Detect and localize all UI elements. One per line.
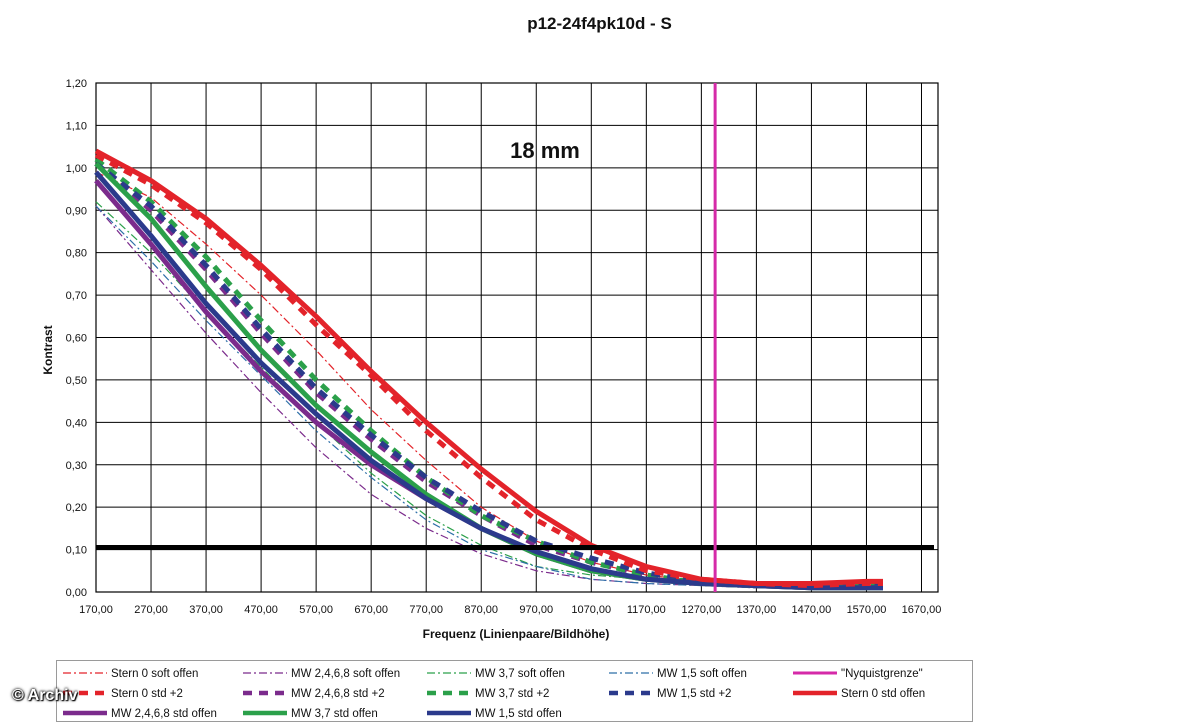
y-tick-label: 0,50 xyxy=(66,375,87,387)
x-tick-label: 970,00 xyxy=(519,604,553,616)
x-tick-label: 770,00 xyxy=(409,604,443,616)
y-tick-label: 0,40 xyxy=(66,417,87,429)
legend-label: Stern 0 std offen xyxy=(841,688,925,700)
y-tick-label: 0,20 xyxy=(66,502,87,514)
y-tick-label: 0,80 xyxy=(66,248,87,260)
x-tick-label: 670,00 xyxy=(354,604,388,616)
x-axis-title: Frequenz (Linienpaare/Bildhöhe) xyxy=(423,627,610,641)
grid xyxy=(95,82,939,593)
series-line xyxy=(95,205,883,589)
x-tick-label: 1470,00 xyxy=(792,604,832,616)
x-tick-label: 570,00 xyxy=(299,604,333,616)
series-line xyxy=(95,205,883,589)
legend-label: MW 2,4,6,8 soft offen xyxy=(291,668,400,680)
legend-label: MW 3,7 soft offen xyxy=(475,668,565,680)
x-tick-label: 270,00 xyxy=(134,604,168,616)
x-tick-label: 1070,00 xyxy=(571,604,611,616)
y-tick-label: 0,60 xyxy=(66,333,87,345)
legend-label: "Nyquistgrenze" xyxy=(841,668,923,680)
series-lines xyxy=(94,148,883,591)
legend: Stern 0 soft offen MW 2,4,6,8 soft offen M… xyxy=(56,660,973,722)
legend-label: MW 2,4,6,8 std offen xyxy=(111,708,217,720)
x-tick-label: 170,00 xyxy=(79,604,113,616)
legend-label: MW 3,7 std offen xyxy=(291,708,378,720)
y-tick-label: 1,10 xyxy=(66,120,87,132)
x-tick-label: 1270,00 xyxy=(681,604,721,616)
legend-label: MW 2,4,6,8 std +2 xyxy=(291,688,385,700)
x-tick-label: 470,00 xyxy=(244,604,278,616)
legend-entries: Stern 0 soft offen MW 2,4,6,8 soft offen M… xyxy=(63,668,925,720)
series-line xyxy=(94,178,883,591)
legend-label: Stern 0 std +2 xyxy=(111,688,183,700)
y-axis-title: Kontrast xyxy=(41,325,55,374)
reference-lines xyxy=(96,83,934,592)
x-tick-label: 1670,00 xyxy=(902,604,942,616)
y-tick-label: 1,20 xyxy=(66,78,87,90)
y-tick-label: 0,30 xyxy=(66,460,87,472)
x-tick-label: 870,00 xyxy=(464,604,498,616)
annotation-focal-length: 18 mm xyxy=(510,138,580,163)
series-line xyxy=(94,148,883,586)
copyright-watermark: © Archiv xyxy=(12,687,78,704)
x-tick-label: 1370,00 xyxy=(737,604,777,616)
series-line xyxy=(95,171,883,587)
legend-label: MW 1,5 std offen xyxy=(475,708,562,720)
legend-label: MW 1,5 std +2 xyxy=(657,688,731,700)
legend-label: MW 1,5 soft offen xyxy=(657,668,747,680)
y-tick-label: 0,90 xyxy=(66,205,87,217)
y-tick-label: 0,10 xyxy=(66,545,87,557)
y-tick-label: 1,00 xyxy=(66,163,87,175)
x-tick-label: 370,00 xyxy=(189,604,223,616)
axis-ticks: 170,00 270,00 370,00 470,00 570,00 670,00 770,… xyxy=(66,78,942,616)
chart-title: p12-24f4pk10d - S xyxy=(527,14,672,33)
y-tick-label: 0,70 xyxy=(66,290,87,302)
legend-label: Stern 0 soft offen xyxy=(111,668,198,680)
x-tick-label: 1570,00 xyxy=(847,604,887,616)
x-tick-label: 1170,00 xyxy=(627,604,666,616)
y-tick-label: 0,00 xyxy=(66,587,87,599)
legend-label: MW 3,7 std +2 xyxy=(475,688,549,700)
